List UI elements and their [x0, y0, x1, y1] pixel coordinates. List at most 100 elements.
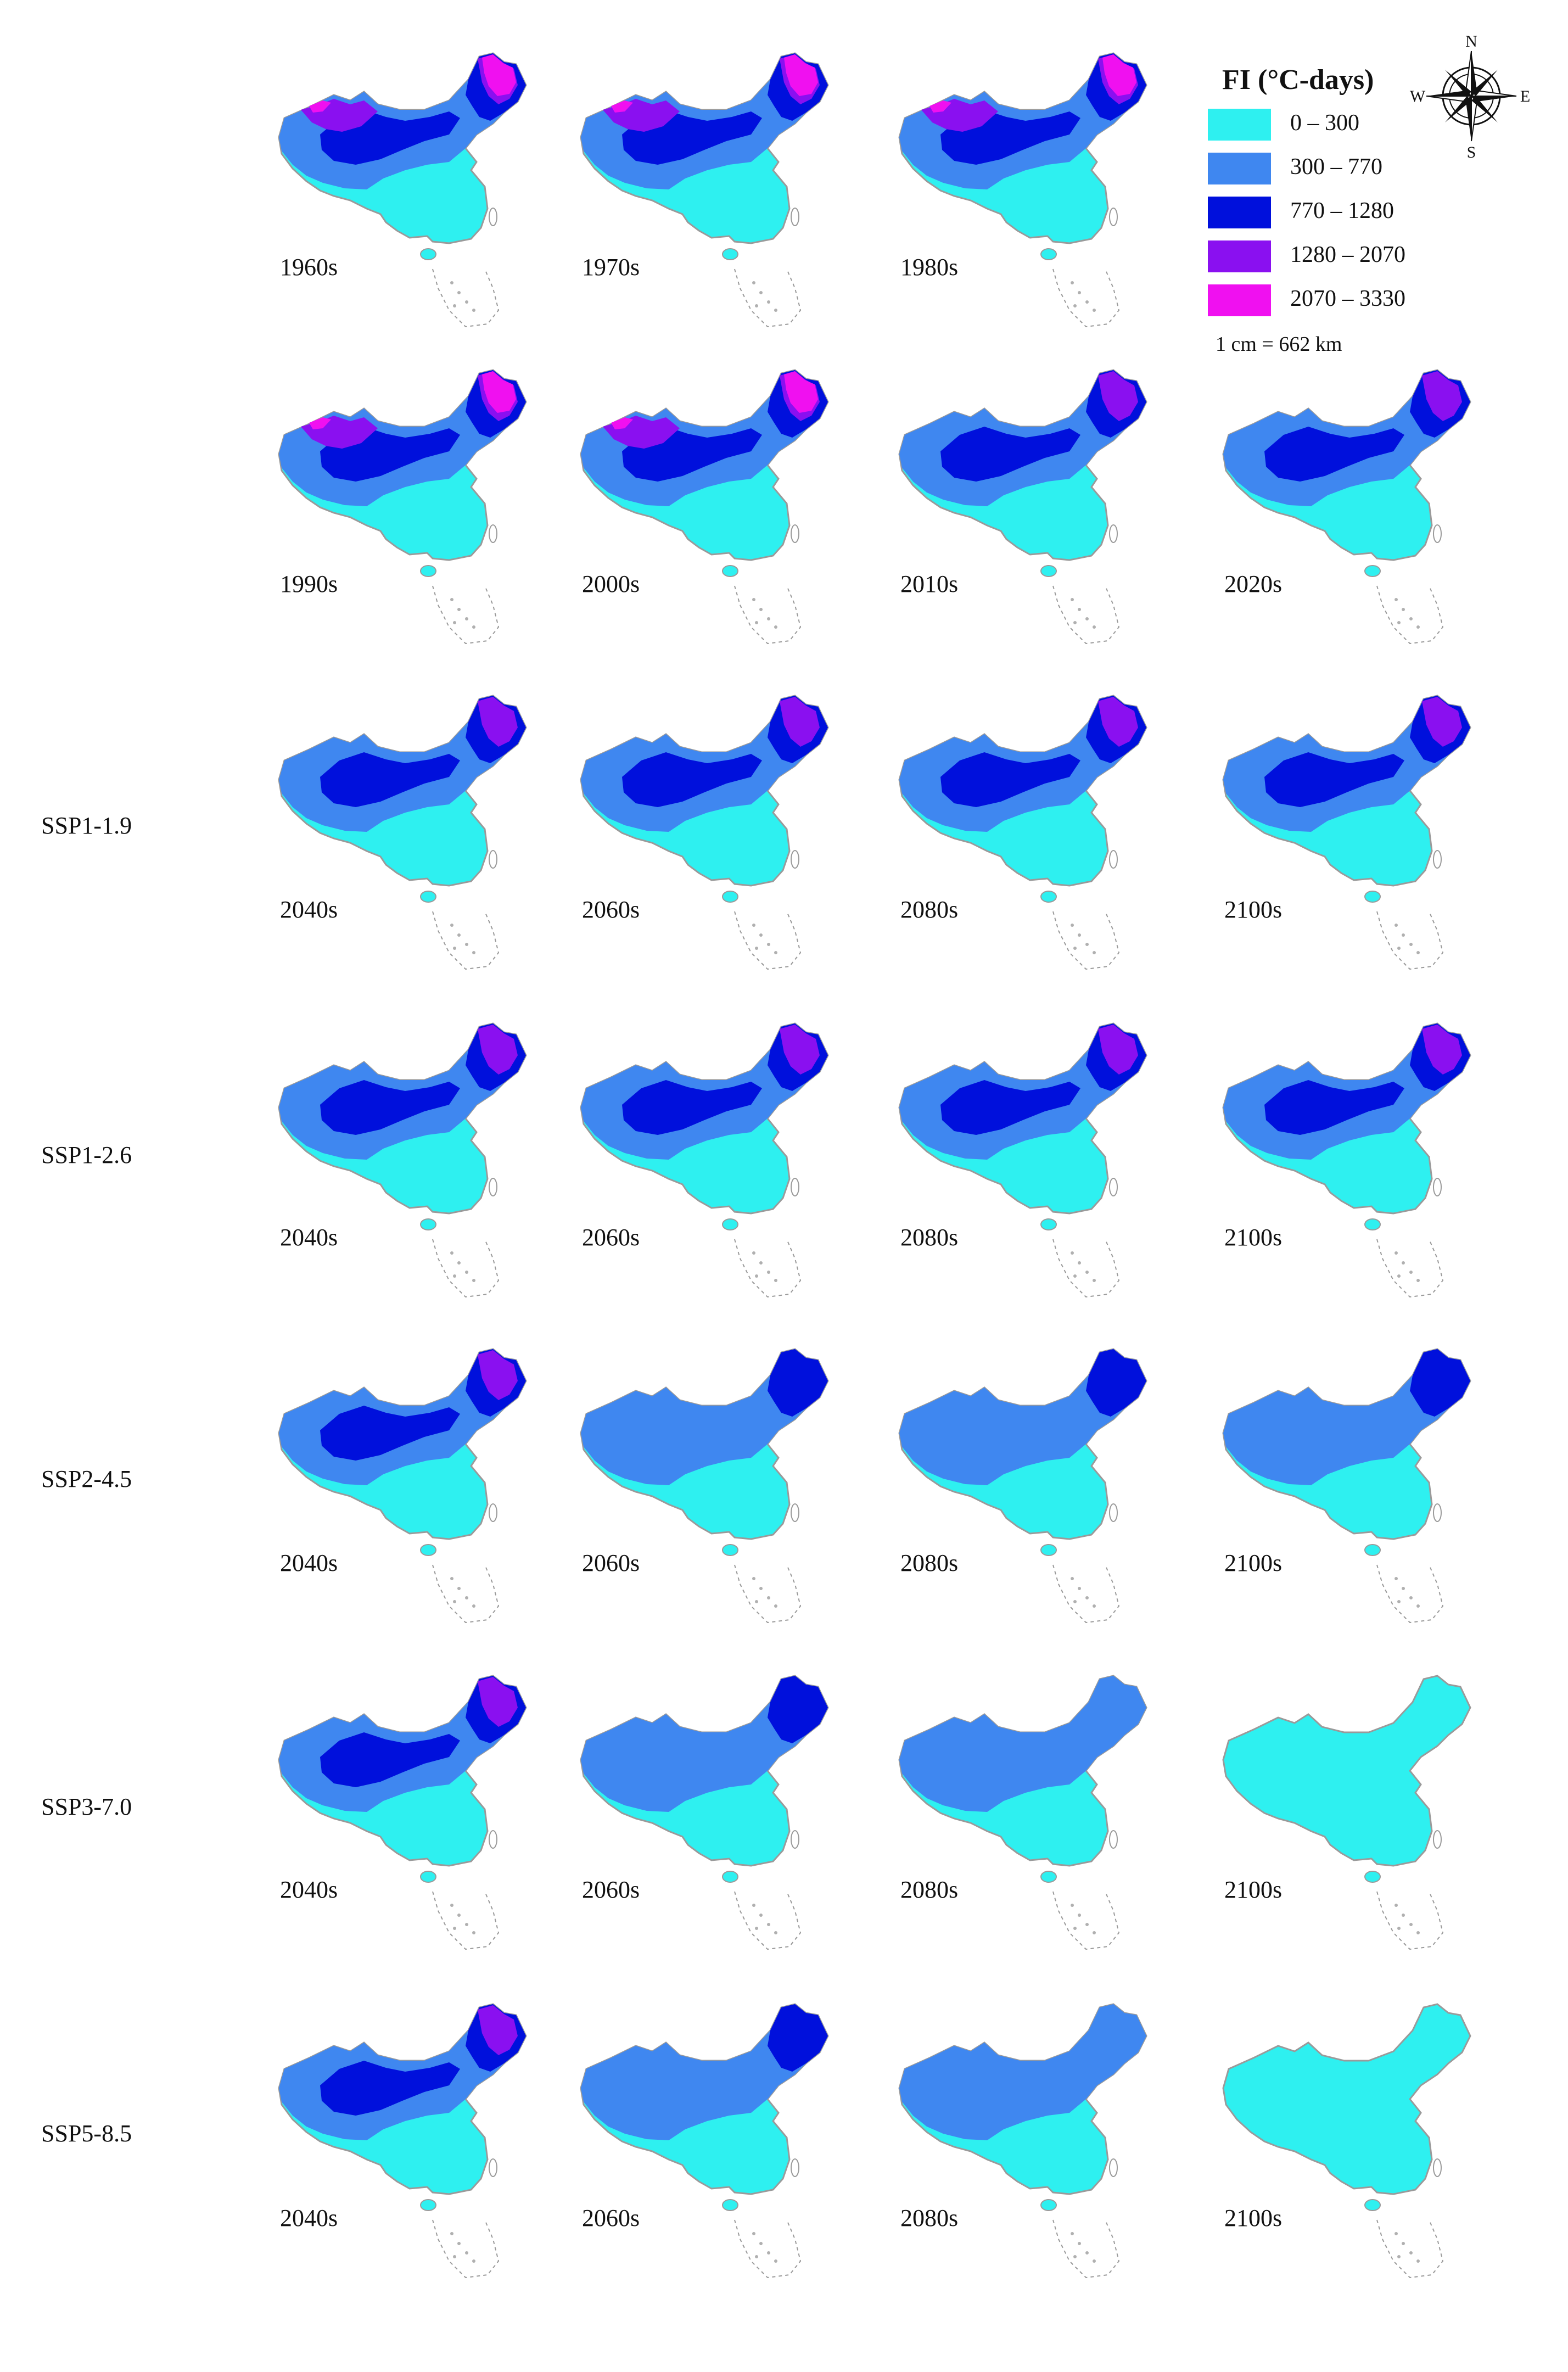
island-dot	[1071, 281, 1074, 284]
legend-item: 0 – 300	[1208, 104, 1460, 148]
island-dot	[1078, 608, 1081, 611]
fi-zone	[622, 752, 762, 807]
legend-swatch	[1208, 240, 1271, 272]
fi-zone	[478, 1677, 518, 1727]
legend-label: 770 – 1280	[1290, 198, 1394, 223]
legend-swatch	[1208, 109, 1271, 141]
island-dot	[465, 1596, 468, 1599]
hainan-island	[1364, 1871, 1381, 1883]
hainan-island	[722, 2199, 738, 2211]
map-panel: 2000s	[570, 369, 855, 654]
scenario-label: SSP5-8.5	[41, 2120, 132, 2147]
island-dot	[1395, 2232, 1398, 2235]
taiwan-outline	[791, 2158, 799, 2177]
taiwan-outline	[1109, 1178, 1118, 1196]
fi-zone	[1264, 752, 1404, 807]
island-dot	[1409, 943, 1413, 946]
island-dot	[472, 1604, 475, 1608]
fi-zone	[899, 1349, 1146, 1485]
south-china-sea-boundary	[734, 585, 802, 645]
fi-zone	[1102, 54, 1136, 96]
hainan-island	[420, 2199, 436, 2211]
fi-zone	[1264, 427, 1404, 482]
map-panel: 2100s	[1212, 2003, 1498, 2289]
island-dot	[1071, 924, 1074, 927]
fi-zone	[1098, 371, 1138, 421]
island-dot	[1071, 1577, 1074, 1580]
island-dot	[1073, 1600, 1077, 1603]
scenario-label: SSP2-4.5	[41, 1465, 132, 1492]
island-dot	[759, 933, 763, 937]
island-dot	[1085, 1923, 1089, 1926]
period-label: 2060s	[582, 1549, 640, 1576]
south-china-sea-boundary	[1376, 585, 1444, 645]
fi-zone	[320, 1080, 460, 1135]
island-dot	[759, 2242, 763, 2245]
island-dot	[759, 1914, 763, 1917]
period-label: 2060s	[582, 1876, 640, 1903]
hainan-island	[1040, 2199, 1057, 2211]
legend-title: FI (°C-days)	[1222, 64, 1374, 96]
map-panel: 2060s	[570, 1348, 855, 1633]
island-dot	[1071, 2232, 1074, 2235]
map-panel: 2080s	[888, 1022, 1174, 1308]
hainan-island	[1040, 891, 1057, 903]
hainan-island	[420, 1871, 436, 1883]
map-panel: 2040s	[268, 1675, 553, 1960]
fi-zone	[940, 752, 1080, 807]
hainan-island	[1040, 565, 1057, 577]
south-china-sea-boundary	[1376, 911, 1444, 970]
island-dot	[767, 1923, 770, 1926]
south-china-sea-boundary	[1376, 1239, 1444, 1298]
map-panel: 1980s	[888, 52, 1174, 338]
hainan-island	[1040, 1544, 1057, 1556]
legend-label: 0 – 300	[1290, 110, 1359, 136]
fi-zone	[482, 371, 516, 413]
period-label: 2100s	[1224, 896, 1283, 923]
fi-zone	[622, 1080, 762, 1135]
island-dot	[450, 598, 453, 601]
fi-zone	[309, 417, 331, 429]
south-china-sea-boundary	[734, 2219, 802, 2279]
south-china-sea-boundary	[1052, 2219, 1120, 2279]
south-china-sea-boundary	[1376, 2219, 1444, 2279]
island-dot	[1073, 947, 1077, 950]
island-dot	[774, 309, 777, 312]
island-dot	[1416, 2259, 1420, 2263]
island-dot	[1093, 625, 1096, 629]
period-label: 2020s	[1224, 570, 1283, 597]
island-dot	[1402, 933, 1405, 937]
island-dot	[1397, 1274, 1401, 1278]
island-dot	[472, 1931, 475, 1934]
map-panel: 1970s	[570, 52, 855, 338]
south-china-sea-boundary	[432, 1239, 500, 1298]
taiwan-outline	[1433, 2158, 1442, 2177]
island-dot	[774, 625, 777, 629]
island-dot	[1395, 1577, 1398, 1580]
island-dot	[450, 1251, 453, 1255]
map-panel: 2060s	[570, 1675, 855, 1960]
south-china-sea-boundary	[734, 1239, 802, 1298]
island-dot	[1402, 1261, 1405, 1265]
island-dot	[472, 951, 475, 954]
south-china-sea-boundary	[1052, 1239, 1120, 1298]
map-panel: 2010s	[888, 369, 1174, 654]
hainan-island	[1040, 1871, 1057, 1883]
legend-swatch	[1208, 284, 1271, 316]
fi-zone	[1422, 1025, 1462, 1075]
hainan-island	[420, 1218, 436, 1230]
island-dot	[755, 947, 758, 950]
island-dot	[755, 1600, 758, 1603]
fi-zone	[581, 1349, 828, 1485]
map-panel: 1960s	[268, 52, 553, 338]
island-dot	[1093, 1604, 1096, 1608]
island-dot	[1078, 933, 1081, 937]
taiwan-outline	[1109, 1503, 1118, 1522]
island-dot	[755, 1927, 758, 1930]
taiwan-outline	[1433, 850, 1442, 869]
island-dot	[1085, 617, 1089, 620]
hainan-island	[1040, 248, 1057, 260]
island-dot	[1093, 1279, 1096, 1282]
hainan-island	[420, 1544, 436, 1556]
taiwan-outline	[489, 2158, 497, 2177]
